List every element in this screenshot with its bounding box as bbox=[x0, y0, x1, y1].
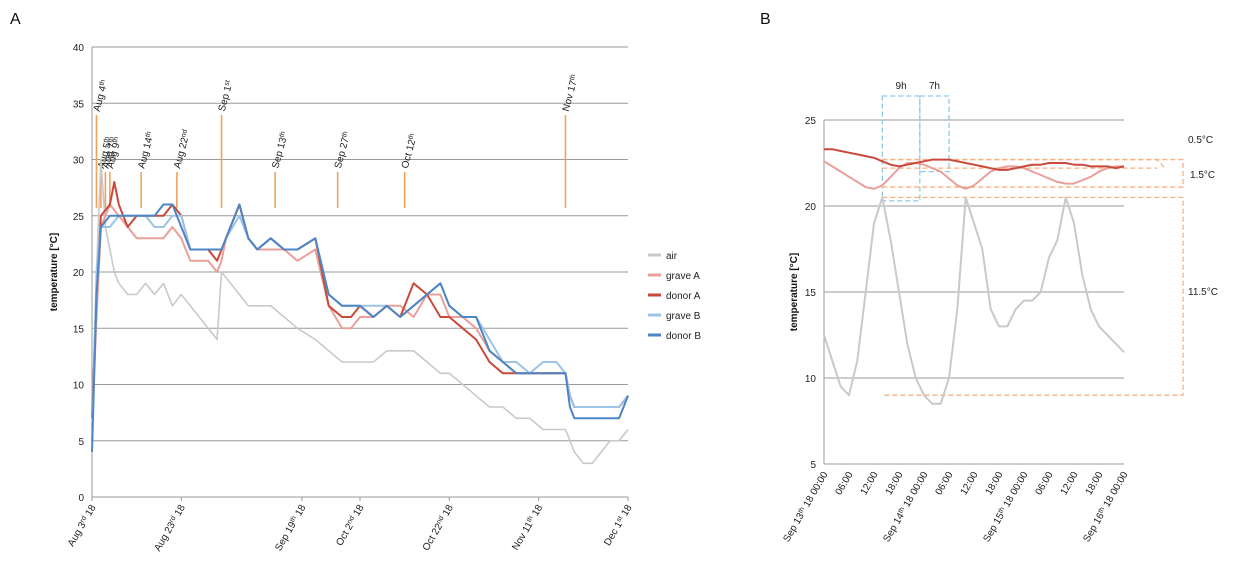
chart-b-series-line-donor-A bbox=[824, 148, 1125, 171]
chart-a-series-line-grave-A bbox=[91, 203, 629, 430]
chart-b-y-tick-label: 20 bbox=[805, 202, 817, 213]
chart-b-y-axis-label: temperature [°C] bbox=[789, 253, 800, 331]
chart-a-event-label: Sep 27th bbox=[332, 130, 353, 169]
chart-a-event-label: Aug 4th bbox=[91, 79, 110, 113]
chart-a-y-tick-label: 0 bbox=[78, 493, 84, 504]
chart-b-x-tick-label: Sep 16th 18 00:00 bbox=[1081, 469, 1131, 544]
legend-label: air bbox=[666, 251, 678, 262]
chart-b-x-tick-label: 12:00 bbox=[959, 470, 981, 498]
chart-a-x-tick-label: Aug 3rd 18 bbox=[65, 502, 98, 548]
chart-a-y-tick-label: 30 bbox=[73, 156, 85, 167]
legend-label: donor B bbox=[666, 331, 701, 342]
chart-a-event-label: Aug 22nd bbox=[172, 129, 193, 170]
chart-a-x-tick-label: Dec 1st 18 bbox=[602, 502, 635, 548]
chart-b-x-tick-label: Sep 15th 18 00:00 bbox=[981, 469, 1031, 544]
chart-b-y-tick-label: 25 bbox=[805, 116, 817, 127]
chart-b-x-tick-label: 18:00 bbox=[884, 470, 906, 498]
chart-b-gridlines bbox=[823, 119, 1124, 465]
chart-a-series-line-donor-A bbox=[91, 181, 629, 419]
chart-a-event-label: Nov 17th bbox=[560, 73, 581, 112]
chart-a-y-tick-label: 40 bbox=[73, 43, 85, 54]
chart-a-y-ticks: 0 5 10 15 20 25 30 35 40 bbox=[73, 43, 85, 504]
chart-b-range-bracket-11-5 bbox=[882, 196, 1184, 396]
chart-b-x-tick-label: 06:00 bbox=[934, 470, 956, 498]
chart-a-y-tick-label: 15 bbox=[73, 324, 85, 335]
chart-b-series-line-air bbox=[823, 196, 1125, 405]
chart-b-series bbox=[823, 148, 1125, 405]
legend-label: donor A bbox=[666, 291, 701, 302]
legend: air grave A donor A grave B donor B bbox=[648, 251, 701, 342]
chart-a-y-tick-label: 10 bbox=[73, 381, 85, 392]
chart-b-lag-box-7h bbox=[919, 95, 950, 173]
panel-label-b: B bbox=[760, 11, 771, 28]
chart-b-lag-label: 7h bbox=[929, 81, 940, 92]
chart-a-x-ticks: Aug 3rd 18 Aug 23rd 18 Sep 19th 18 Oct 2nd … bbox=[65, 497, 635, 553]
chart-a-y-tick-label: 35 bbox=[73, 99, 85, 110]
chart-a-x-tick-label: Oct 2nd 18 bbox=[334, 502, 367, 548]
chart-b-x-tick-label: Sep 14th 18 00:00 bbox=[881, 469, 931, 544]
chart-a-y-axis-label: temperature [°C] bbox=[49, 233, 60, 311]
chart-a-y-tick-label: 5 bbox=[78, 437, 84, 448]
chart-a-event-label: Sep 13th bbox=[270, 130, 291, 169]
chart-b-y-tick-label: 15 bbox=[805, 288, 817, 299]
chart-b-x-tick-label: 06:00 bbox=[1034, 470, 1056, 498]
chart-a-y-tick-label: 25 bbox=[73, 212, 85, 223]
chart-a-event-label: Oct 12th bbox=[399, 133, 419, 170]
chart-b-x-tick-label: 06:00 bbox=[834, 470, 856, 498]
chart-b-x-tick-label: 18:00 bbox=[984, 470, 1006, 498]
chart-a-x-tick-label: Aug 23rd 18 bbox=[152, 502, 188, 553]
chart-b-y-tick-label: 5 bbox=[810, 460, 816, 471]
chart-a-x-tick-label: Nov 11th 18 bbox=[510, 502, 546, 552]
chart-b-x-tick-label: 18:00 bbox=[1084, 470, 1106, 498]
chart-a: 0 5 10 15 20 25 30 35 40 Aug 3rd 18 Aug 23rd 18 Se… bbox=[49, 43, 635, 553]
chart-b-range-label: 11.5°C bbox=[1188, 287, 1218, 298]
chart-b-annotations: 9h 7h 0.5°C 1.5°C 11.5°C bbox=[881, 81, 1218, 396]
chart-a-series-line-donor-B bbox=[91, 203, 629, 453]
legend-label: grave B bbox=[666, 311, 701, 322]
chart-b-range-label: 0.5°C bbox=[1188, 135, 1213, 146]
chart-b-y-ticks: 5 10 15 20 25 bbox=[805, 116, 817, 471]
chart-a-series-line-air bbox=[91, 158, 629, 465]
chart-a-x-tick-label: Oct 22nd 18 bbox=[420, 502, 456, 552]
chart-b-range-bracket-1-5 bbox=[882, 158, 1184, 188]
chart-a-y-tick-label: 20 bbox=[73, 268, 85, 279]
legend-label: grave A bbox=[666, 271, 700, 282]
chart-b-lag-label: 9h bbox=[896, 81, 907, 92]
chart-b-x-tick-label: 12:00 bbox=[1059, 470, 1081, 498]
chart-a-event-label: Aug 14th bbox=[136, 130, 157, 169]
chart-b-series-line-grave-A bbox=[823, 160, 1124, 190]
chart-b-range-label: 1.5°C bbox=[1190, 170, 1215, 181]
panel-label-a: A bbox=[10, 11, 21, 28]
chart-b-lag-box-9h bbox=[881, 95, 921, 202]
chart-a-series bbox=[91, 158, 629, 465]
chart-a-event-label: Sep 1st bbox=[216, 79, 235, 113]
chart-b-y-tick-label: 10 bbox=[805, 374, 817, 385]
chart-b-x-tick-label: 12:00 bbox=[859, 470, 881, 498]
chart-a-x-tick-label: Sep 19th 18 bbox=[273, 502, 309, 553]
chart-b-x-tick-label: Sep 13th 18 00:00 bbox=[781, 469, 831, 544]
